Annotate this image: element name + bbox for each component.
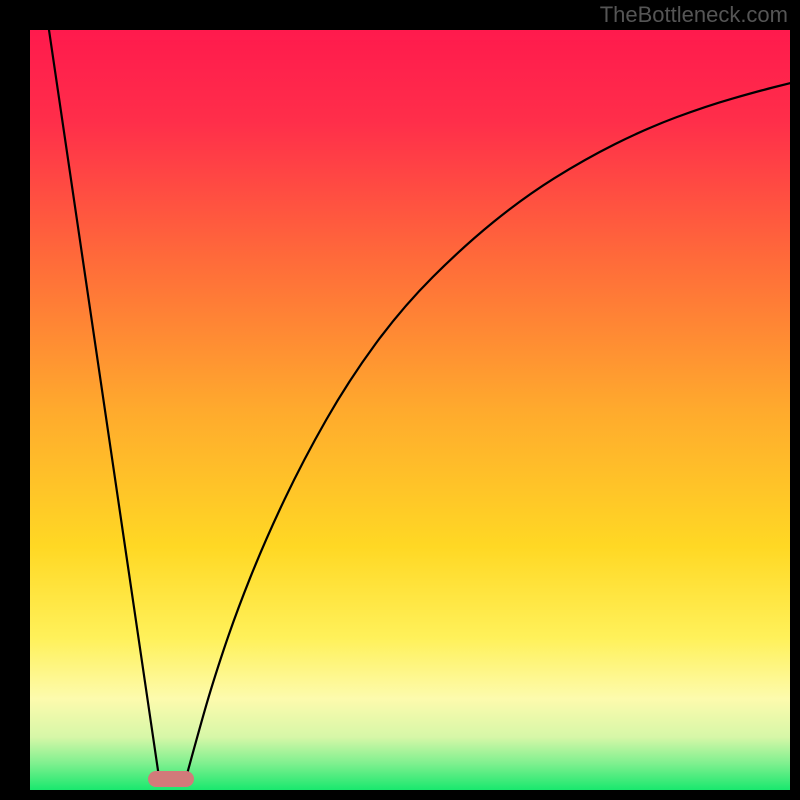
bottleneck-marker [148,771,194,787]
watermark-text: TheBottleneck.com [600,2,788,28]
chart-frame: TheBottleneck.com [0,0,800,800]
bottleneck-curve [30,30,790,790]
curve-path [49,30,790,779]
plot-area [30,30,790,790]
